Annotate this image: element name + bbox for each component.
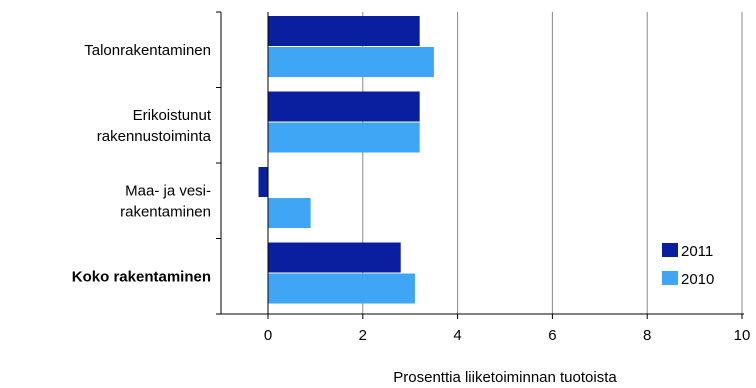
x-tick-label: 0 [264,327,272,344]
category-label: Talonrakentaminen [84,42,211,59]
bar-2010-2 [268,122,420,153]
category-label: Maa- ja vesi- [125,182,211,199]
category-label: Erikoistunut [133,107,212,124]
x-axis-title: Prosenttia liiketoiminnan tuotoista [393,369,617,386]
bar-2011-3 [258,167,268,197]
x-tick-labels: 0 2 4 6 8 10 [264,327,751,344]
bar-2011-1 [268,16,420,46]
category-label: Koko rakentaminen [72,268,211,285]
axes [216,11,744,319]
legend-swatch-2010 [662,271,678,285]
bar-2011-4 [268,242,401,273]
bar-2011-2 [268,91,420,122]
bars [258,16,434,304]
x-tick-label: 2 [359,327,367,344]
legend-label-2010: 2010 [681,271,714,288]
x-tick-label: 10 [734,327,751,344]
x-tick-label: 8 [643,327,651,344]
category-label: rakennustoiminta [97,128,212,145]
category-labels: Talonrakentaminen Erikoistunut rakennustoi… [72,42,212,286]
legend-label-2011: 2011 [681,243,713,260]
legend: 2011 2010 [662,243,714,288]
bar-2010-3 [268,198,311,228]
bar-2010-1 [268,47,434,77]
x-tick-label: 6 [548,327,556,344]
category-label: rakentaminen [120,203,211,220]
legend-swatch-2011 [662,243,678,257]
bar-2010-4 [268,273,415,304]
x-tick-label: 4 [453,327,461,344]
